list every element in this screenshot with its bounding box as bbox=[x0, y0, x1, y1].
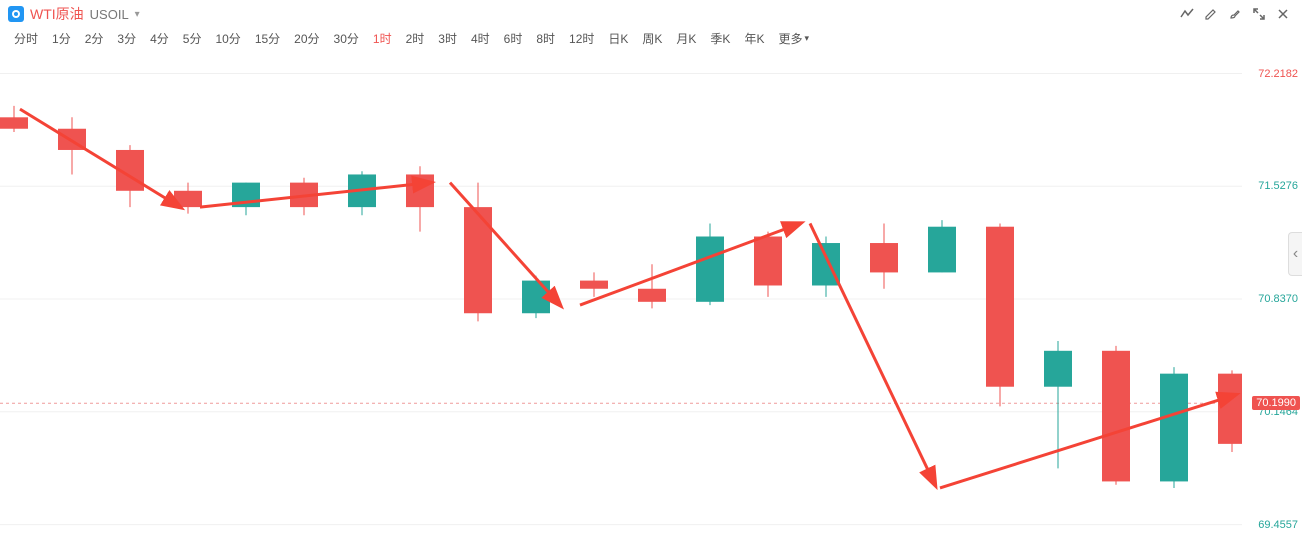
timeframe-10分[interactable]: 10分 bbox=[209, 28, 246, 49]
timeframe-1时[interactable]: 1时 bbox=[367, 28, 398, 49]
price-axis: 72.218271.527670.837070.146469.455770.19… bbox=[1242, 52, 1302, 550]
timeframe-4分[interactable]: 4分 bbox=[144, 28, 175, 49]
timeframe-30分[interactable]: 30分 bbox=[328, 28, 365, 49]
symbol-logo-icon bbox=[8, 6, 24, 22]
edit-icon[interactable] bbox=[1200, 4, 1222, 24]
timeframe-月K[interactable]: 月K bbox=[670, 28, 702, 49]
symbol-name: WTI原油 bbox=[30, 4, 84, 24]
price-label: 72.2182 bbox=[1258, 68, 1298, 80]
candlestick-chart bbox=[0, 52, 1242, 550]
fullscreen-icon[interactable] bbox=[1248, 4, 1270, 24]
timeframe-3分[interactable]: 3分 bbox=[111, 28, 142, 49]
timeframe-2分[interactable]: 2分 bbox=[79, 28, 110, 49]
timeframe-more[interactable]: 更多▾ bbox=[772, 28, 815, 49]
timeframe-日K[interactable]: 日K bbox=[602, 28, 634, 49]
timeframe-2时[interactable]: 2时 bbox=[400, 28, 431, 49]
expand-panel-icon[interactable]: ‹ bbox=[1288, 232, 1302, 276]
timeframe-bar: 分时1分2分3分4分5分10分15分20分30分1时2时3时4时6时8时12时日… bbox=[0, 28, 1302, 52]
timeframe-周K[interactable]: 周K bbox=[636, 28, 668, 49]
timeframe-季K[interactable]: 季K bbox=[704, 28, 736, 49]
caret-down-icon: ▾ bbox=[135, 9, 140, 20]
timeframe-8时[interactable]: 8时 bbox=[530, 28, 561, 49]
toolbar bbox=[1176, 4, 1294, 24]
timeframe-年K[interactable]: 年K bbox=[738, 28, 770, 49]
timeframe-6时[interactable]: 6时 bbox=[498, 28, 529, 49]
price-label: 71.5276 bbox=[1258, 180, 1298, 192]
timeframe-1分[interactable]: 1分 bbox=[46, 28, 77, 49]
close-icon[interactable] bbox=[1272, 4, 1294, 24]
brush-icon[interactable] bbox=[1224, 4, 1246, 24]
indicator-icon[interactable] bbox=[1176, 4, 1198, 24]
current-price-tag: 70.1990 bbox=[1252, 396, 1300, 410]
timeframe-20分[interactable]: 20分 bbox=[288, 28, 325, 49]
symbol-selector[interactable]: WTI原油 USOIL ▾ bbox=[8, 4, 140, 24]
timeframe-12时[interactable]: 12时 bbox=[563, 28, 600, 49]
symbol-code: USOIL bbox=[90, 7, 129, 22]
timeframe-分时[interactable]: 分时 bbox=[8, 28, 44, 49]
timeframe-4时[interactable]: 4时 bbox=[465, 28, 496, 49]
timeframe-3时[interactable]: 3时 bbox=[432, 28, 463, 49]
price-label: 69.4557 bbox=[1258, 519, 1298, 531]
timeframe-15分[interactable]: 15分 bbox=[249, 28, 286, 49]
chart-area[interactable]: 72.218271.527670.837070.146469.455770.19… bbox=[0, 52, 1302, 550]
chart-header: WTI原油 USOIL ▾ bbox=[0, 0, 1302, 28]
price-label: 70.8370 bbox=[1258, 293, 1298, 305]
timeframe-5分[interactable]: 5分 bbox=[177, 28, 208, 49]
